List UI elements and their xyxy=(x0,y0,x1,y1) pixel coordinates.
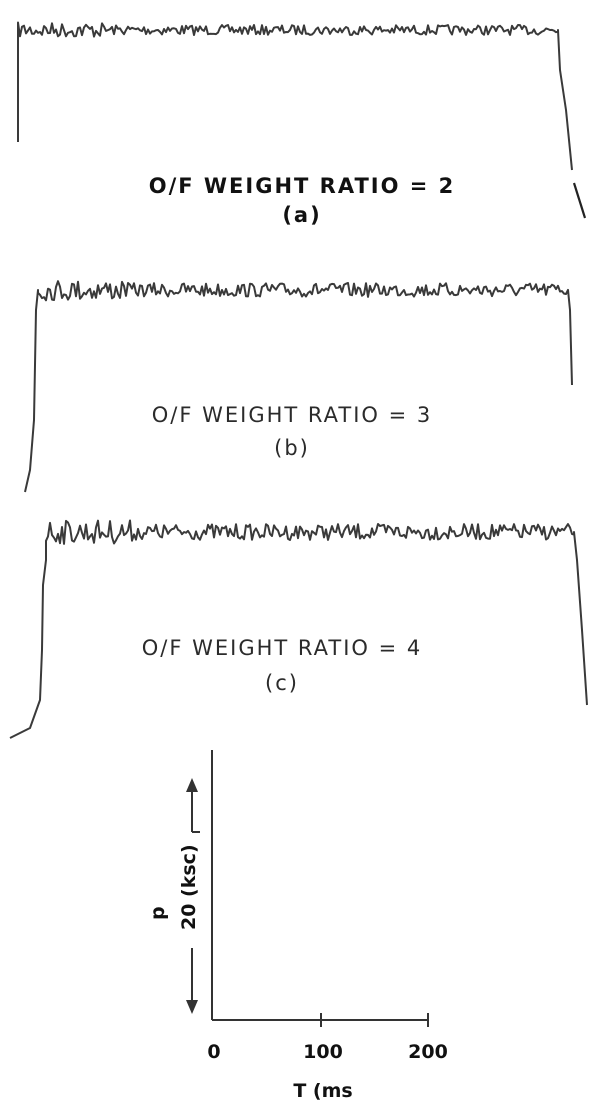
pressure-trace-c xyxy=(9,519,588,739)
pressure-trace-a-tail xyxy=(572,182,587,219)
sublabel-c: (c) xyxy=(265,671,299,695)
caption-c: O/F WEIGHT RATIO = 4 xyxy=(142,636,423,660)
pressure-arrow-up xyxy=(186,778,198,792)
caption-a: O/F WEIGHT RATIO = 2 xyxy=(149,174,456,198)
trace-panels xyxy=(9,21,588,739)
pressure-arrow-down xyxy=(186,1000,198,1014)
pressure-trace-b xyxy=(24,280,573,493)
time-axis-label: T (ms xyxy=(293,1080,352,1101)
scale-key: p 20 (ksc) 0 100 200 T (ms xyxy=(147,750,448,1101)
time-tick-200: 200 xyxy=(408,1041,448,1063)
caption-b: O/F WEIGHT RATIO = 3 xyxy=(152,403,433,427)
pressure-label: p xyxy=(147,906,169,920)
time-tick-100: 100 xyxy=(303,1041,343,1063)
pressure-trace-a xyxy=(17,21,573,171)
time-tick-0: 0 xyxy=(207,1041,220,1063)
pressure-value-label: 20 (ksc) xyxy=(178,844,200,930)
sublabel-b: (b) xyxy=(274,436,310,460)
sublabel-a: (a) xyxy=(282,203,321,227)
